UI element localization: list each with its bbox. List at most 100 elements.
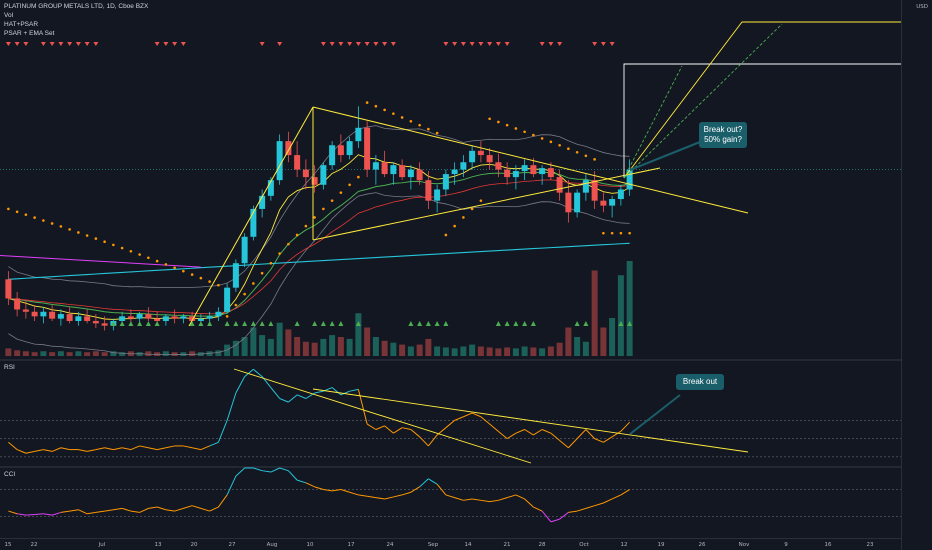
sell-signal-triangle	[487, 42, 493, 46]
volume-bar	[442, 347, 449, 356]
rsi-line-segment	[393, 427, 403, 434]
sell-signal-triangle	[347, 42, 353, 46]
time-tick-label: 19	[658, 542, 665, 548]
projection-dashed	[623, 23, 783, 179]
candle-body	[512, 171, 519, 178]
cci-line-segment	[524, 498, 534, 508]
sell-signal-triangle	[259, 42, 265, 46]
candle-body	[171, 316, 178, 319]
volume-bar	[22, 351, 29, 356]
cci-line-segment	[506, 494, 517, 499]
volume-bar	[250, 327, 257, 356]
cci-line-segment	[620, 489, 630, 496]
rsi-line-segment	[454, 416, 464, 421]
psar-dot	[427, 127, 430, 131]
volume-bar	[486, 347, 493, 356]
rsi-line-segment	[51, 447, 62, 452]
psar-dot	[348, 183, 351, 187]
psar-dot	[225, 315, 229, 318]
psar-dot	[182, 269, 185, 273]
candle-body	[119, 316, 126, 321]
price-axis[interactable]: USD	[901, 0, 932, 550]
legend-item-hat-psar[interactable]: HAT+PSAR	[4, 21, 39, 28]
time-tick-label: 14	[465, 542, 472, 548]
psar-dot	[50, 222, 54, 225]
time-tick-label: Oct	[579, 542, 589, 548]
cci-line-segment	[454, 497, 464, 501]
cci-line-segment	[305, 482, 315, 488]
rsi-line-segment	[183, 445, 193, 449]
flag-pole-line	[188, 106, 314, 327]
volume-bar	[565, 327, 572, 356]
cci-line-segment	[95, 510, 105, 513]
target-line-3-51	[623, 21, 906, 179]
buy-signal-triangle	[128, 321, 134, 326]
candle-body	[154, 318, 161, 321]
sell-signal-triangle	[40, 42, 46, 46]
buy-signal-triangle	[355, 321, 361, 326]
candle-body	[302, 169, 309, 178]
time-tick-label: 13	[155, 542, 162, 548]
sell-signal-triangle	[478, 42, 484, 46]
buy-signal-triangle	[198, 321, 204, 326]
volume-bar	[215, 350, 222, 356]
volume-bar	[5, 348, 12, 356]
volume-bar	[495, 348, 502, 356]
legend-item-psar-ema[interactable]: PSAR + EMA Set	[4, 30, 55, 37]
cci-line-segment	[463, 498, 473, 501]
cci-line-segment	[358, 494, 368, 497]
rsi-trendline-1	[233, 368, 532, 464]
candle-body	[189, 316, 196, 321]
candle-body	[617, 189, 624, 200]
candle-body	[530, 165, 537, 175]
long-ma-magenta	[0, 254, 201, 268]
psar-dot	[602, 231, 605, 235]
psar-dot	[77, 231, 80, 234]
psar-dot	[357, 175, 360, 179]
psar-dot	[120, 246, 124, 250]
volume-bar	[477, 346, 484, 356]
candle-body	[460, 162, 467, 170]
candle-body	[521, 165, 528, 172]
volume-bar	[547, 346, 554, 356]
rsi-line-segment	[25, 450, 35, 454]
buy-signal-triangle	[417, 321, 423, 326]
psar-dot	[295, 233, 299, 237]
sell-signal-triangle	[277, 42, 283, 46]
support-trendline	[312, 167, 661, 241]
time-tick-label: 20	[191, 542, 198, 548]
psar-dot	[479, 199, 483, 202]
volume-bar	[372, 337, 379, 356]
cci-line-segment	[515, 494, 525, 500]
psar-dot	[103, 240, 106, 244]
rsi-line-segment	[165, 445, 175, 449]
psar-dot	[584, 154, 588, 158]
rsi-line-segment	[244, 368, 254, 377]
psar-dot	[155, 259, 159, 263]
callout-pointer	[629, 140, 701, 172]
rsi-line-segment	[209, 441, 219, 447]
sell-signal-triangle	[609, 42, 615, 46]
volume-bar	[626, 261, 633, 356]
long-ma	[8, 242, 630, 280]
psar-dot	[260, 271, 264, 275]
cci-line-segment	[200, 507, 210, 512]
buy-signal-triangle	[530, 321, 536, 326]
resistance-trendline	[312, 106, 749, 214]
cci-line-segment	[209, 506, 219, 512]
psar-dot	[392, 112, 395, 115]
buy-signal-triangle	[110, 321, 116, 326]
buy-signal-triangle	[495, 321, 501, 326]
candle-body	[372, 162, 379, 170]
rsi-line-segment	[296, 394, 307, 399]
sell-signal-triangle	[75, 42, 81, 46]
time-tick-label: 26	[699, 542, 706, 548]
volume-bar	[110, 351, 117, 356]
candle-body	[232, 263, 239, 288]
time-axis[interactable]	[0, 538, 902, 550]
legend-item-volume[interactable]: Vol	[4, 12, 14, 19]
sell-signal-triangle	[14, 42, 20, 46]
candle-body	[407, 169, 414, 178]
volume-bar	[232, 340, 239, 356]
